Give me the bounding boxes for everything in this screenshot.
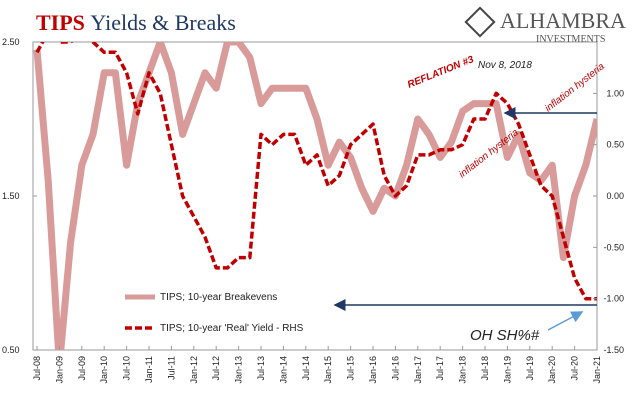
- chart-title: TIPS Yields & Breaks: [36, 10, 236, 35]
- annotation: Nov 8, 2018: [478, 60, 532, 71]
- x-tick-label: Jan-15: [323, 356, 333, 384]
- x-tick-label: Jul-12: [211, 356, 221, 381]
- title-rest: Yields & Breaks: [90, 10, 235, 35]
- x-tick-label: Jul-11: [166, 356, 176, 380]
- series-line: [35, 42, 597, 301]
- y-tick-label: 1.50: [2, 191, 20, 201]
- logo-name: ALHAMBRA: [500, 8, 626, 33]
- x-tick-label: Jul-20: [570, 356, 580, 381]
- x-tick-label: Jan-18: [458, 356, 468, 384]
- x-tick-label: Jul-10: [122, 356, 132, 381]
- logo-icon: [464, 6, 496, 38]
- arrow: [547, 311, 584, 331]
- x-tick-label: Jul-17: [435, 356, 445, 381]
- y2-tick-label: 1.00: [606, 88, 624, 98]
- y-tick-label: 2.50: [2, 37, 20, 47]
- legend-label: TIPS; 10-year 'Real' Yield - RHS: [160, 323, 304, 334]
- x-tick-label: Jul-19: [525, 356, 535, 381]
- y2-tick-label: -0.50: [603, 242, 624, 252]
- x-tick-label: Jul-16: [390, 356, 400, 381]
- x-tick-label: Jan-10: [99, 356, 109, 384]
- legend-label: TIPS; 10-year Breakevens: [160, 292, 277, 303]
- x-tick-label: Jul-09: [77, 356, 87, 381]
- x-tick-label: Jan-16: [368, 356, 378, 384]
- y2-tick-label: -1.00: [603, 294, 624, 304]
- y2-tick-label: 0.00: [606, 191, 624, 201]
- y-tick-label: 0.50: [2, 345, 20, 355]
- x-tick-label: Jan-19: [502, 356, 512, 384]
- x-tick-label: Jan-13: [234, 356, 244, 384]
- title-highlight: TIPS: [36, 10, 85, 35]
- x-tick-label: Jan-14: [278, 356, 288, 384]
- x-tick-label: Jan-21: [592, 356, 602, 384]
- logo-sub: INVESTMENTS: [536, 34, 605, 45]
- x-tick-label: Jan-09: [54, 356, 64, 384]
- x-tick-label: Jul-08: [32, 356, 42, 381]
- x-tick-label: Jan-12: [189, 356, 199, 384]
- annotation: REFLATION #3: [406, 54, 476, 91]
- plot-area: [33, 42, 597, 350]
- annotation: inflation hysteria: [543, 61, 607, 114]
- x-tick-label: Jul-18: [480, 356, 490, 381]
- x-tick-label: Jul-13: [256, 356, 266, 381]
- x-tick-label: Jan-11: [144, 356, 154, 383]
- series-line: [33, 42, 597, 350]
- logo: ALHAMBRA INVESTMENTS: [464, 6, 626, 45]
- y2-tick-label: -1.50: [603, 345, 624, 355]
- x-tick-label: Jan-20: [547, 356, 557, 384]
- x-tick-label: Jan-17: [413, 356, 423, 384]
- annotation: OH SH%#: [470, 327, 540, 344]
- y2-tick-label: 0.50: [606, 140, 624, 150]
- x-tick-label: Jul-15: [346, 356, 356, 381]
- x-tick-label: Jul-14: [301, 356, 311, 381]
